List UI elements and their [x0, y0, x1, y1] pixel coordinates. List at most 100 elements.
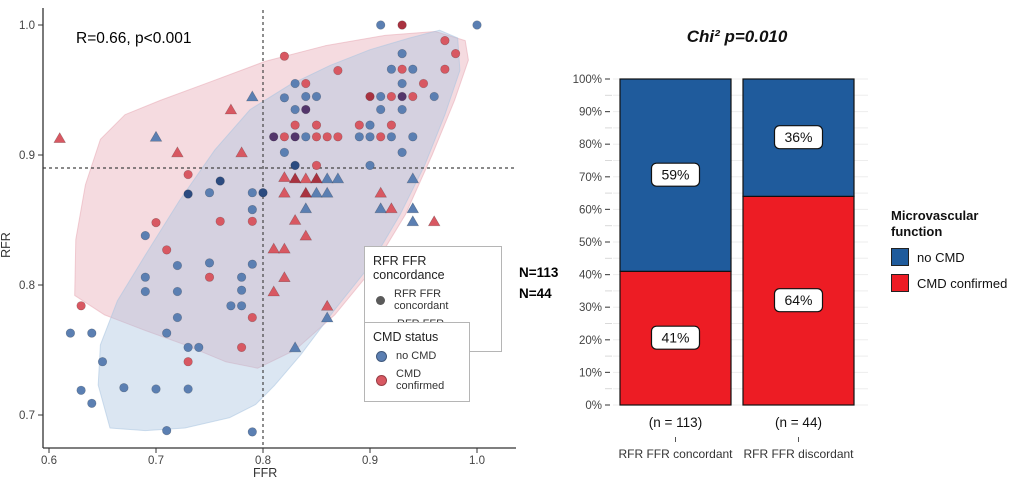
data-point-circle	[279, 93, 290, 103]
data-point-triangle	[278, 271, 291, 282]
data-point-circle	[215, 216, 225, 226]
data-point-circle	[418, 78, 429, 89]
data-point-triangle	[278, 186, 291, 198]
bar-y-tick-label: 80%	[579, 139, 602, 151]
data-point-triangle	[171, 146, 184, 158]
cmd-status-legend: CMD status no CMD CMD confirmed	[364, 322, 470, 402]
data-point-circle	[440, 64, 450, 74]
data-point-triangle	[288, 213, 302, 225]
data-point-circle	[376, 104, 386, 115]
legend-item-label: no CMD	[917, 249, 965, 265]
data-point-circle	[408, 91, 418, 102]
data-point-circle	[290, 160, 300, 170]
x-tick-label: 0.8	[255, 455, 271, 467]
data-point-circle	[183, 384, 193, 394]
cmd-confirmed-region	[74, 31, 469, 369]
data-point-triangle	[278, 171, 291, 182]
data-point-circle	[76, 385, 86, 395]
group-counts: N=113 N=44	[519, 262, 558, 304]
legend-item-no-cmd: no CMD	[891, 248, 1019, 266]
bar-y-tick-label: 0%	[585, 400, 602, 412]
data-point-circle	[386, 64, 397, 74]
data-point-circle	[247, 205, 257, 215]
data-point-circle	[354, 120, 364, 130]
data-point-triangle	[288, 172, 302, 184]
cmd-legend-swatch-no-cmd	[376, 350, 387, 362]
data-point-triangle	[149, 130, 163, 142]
bar-percent-box	[650, 162, 701, 187]
cmd-status-legend-title: CMD status	[373, 330, 439, 344]
data-point-circle	[301, 104, 311, 115]
data-point-triangle	[299, 172, 313, 184]
data-point-triangle	[235, 146, 248, 158]
data-point-circle	[290, 120, 300, 130]
data-point-circle	[365, 160, 375, 170]
data-point-circle	[333, 65, 343, 76]
data-point-circle	[119, 383, 129, 393]
data-point-circle	[311, 91, 322, 102]
no-cmd-region	[97, 29, 461, 432]
data-point-circle	[247, 259, 257, 269]
data-point-triangle	[245, 90, 259, 102]
concordant-circle-icon	[376, 295, 385, 305]
data-point-circle	[247, 312, 257, 323]
data-point-circle	[397, 147, 407, 157]
data-point-circle	[397, 78, 407, 89]
data-point-circle	[183, 189, 193, 199]
data-point-circle	[472, 20, 482, 30]
data-point-circle	[279, 51, 290, 61]
data-point-circle	[237, 285, 247, 295]
bar-chart-title: Chi² p=0.010	[686, 27, 788, 46]
bar-legend-swatch-cmd-confirmed	[891, 274, 909, 292]
data-point-circle	[365, 132, 375, 142]
data-point-circle	[301, 132, 311, 142]
data-point-circle	[311, 132, 322, 142]
data-point-triangle	[320, 299, 334, 311]
bar-percent-box	[773, 288, 824, 313]
data-point-circle	[183, 357, 193, 367]
data-point-circle	[194, 342, 204, 353]
data-point-triangle	[310, 186, 323, 198]
x-tick-label: 0.6	[41, 455, 57, 467]
data-point-triangle	[299, 229, 313, 241]
data-point-circle	[258, 188, 268, 198]
data-point-triangle	[320, 186, 334, 198]
microvascular-legend: Microvascular function no CMD CMD confir…	[891, 208, 1019, 292]
concordance-legend-title: RFR FFR concordance	[373, 254, 445, 282]
data-point-circle	[87, 398, 97, 408]
data-point-circle	[247, 427, 257, 437]
data-point-circle	[183, 342, 193, 353]
n-concordant-label: N=113	[519, 265, 559, 280]
data-point-circle	[65, 328, 75, 338]
bar-category-label: RFR FFR discordant	[743, 447, 854, 461]
data-point-circle	[204, 272, 215, 282]
data-point-circle	[311, 120, 322, 130]
data-point-triangle	[299, 202, 313, 214]
scatter-x-axis-title: FFR	[253, 466, 278, 480]
data-point-circle	[376, 132, 386, 142]
data-point-circle	[140, 272, 150, 282]
data-point-circle	[204, 188, 215, 198]
bar-y-tick-label: 100%	[573, 74, 602, 86]
bar-percent-box	[773, 125, 824, 150]
legend-item-cmd-confirmed: CMD confirmed	[376, 368, 461, 392]
data-point-circle	[140, 231, 150, 241]
y-tick-label: 0.7	[19, 410, 35, 422]
microvascular-legend-title: Microvascular function	[891, 208, 979, 239]
legend-item-label: CMD confirmed	[917, 275, 1008, 291]
n-discordant-label: N=44	[519, 286, 552, 301]
x-tick-label: 0.9	[362, 455, 378, 467]
x-tick-label: 1.0	[469, 455, 485, 467]
data-point-circle	[162, 328, 172, 338]
bar-legend-swatch-no-cmd	[891, 248, 909, 266]
data-point-circle	[429, 91, 439, 102]
bar-percent-box	[650, 325, 701, 350]
data-point-circle	[290, 132, 300, 142]
data-point-circle	[408, 132, 418, 142]
data-point-circle	[237, 342, 247, 353]
y-tick-label: 0.8	[19, 280, 35, 292]
data-point-circle	[333, 132, 343, 142]
data-point-circle	[279, 147, 290, 157]
data-point-triangle	[406, 172, 420, 184]
